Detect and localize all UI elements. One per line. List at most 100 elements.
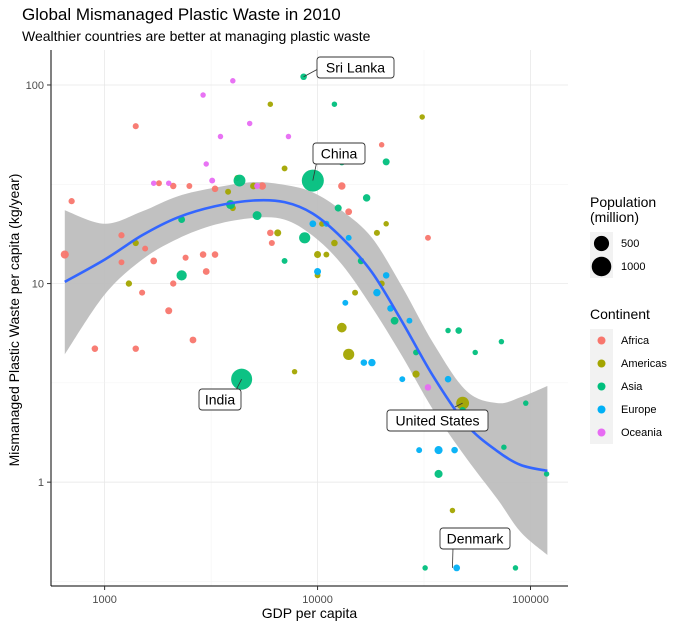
annotation-label-box <box>312 142 366 165</box>
data-point-africa <box>118 232 125 239</box>
data-point-europe <box>416 447 423 454</box>
data-point-americas <box>267 101 274 107</box>
annotation-label-box <box>386 409 489 432</box>
annotation-label-box <box>316 56 395 79</box>
data-point-europe <box>368 358 376 367</box>
data-point-africa <box>132 123 139 130</box>
annotation-label: China <box>321 146 358 162</box>
data-point-africa <box>338 182 346 190</box>
data-point-americas <box>291 368 298 375</box>
data-point-americas <box>125 280 133 287</box>
annotation-label: United States <box>395 413 479 429</box>
data-point-oceania <box>203 161 209 167</box>
annotation-label: India <box>205 392 236 408</box>
tick-labels: 1000 10000 100000 1 10 100 <box>26 80 549 606</box>
annotation-label: Denmark <box>447 531 505 547</box>
annotation-label-box <box>198 388 242 411</box>
x-tick-label: 10000 <box>302 594 333 606</box>
data-point-asia <box>498 338 505 345</box>
x-tick-label: 100000 <box>512 594 549 606</box>
data-point-americas <box>314 251 322 259</box>
data-point-asia <box>523 400 529 406</box>
data-point-oceania <box>165 180 172 186</box>
color-legend-label: Asia <box>621 381 643 393</box>
size-legend-dot <box>591 256 612 277</box>
data-point-africa <box>345 208 353 216</box>
data-point-africa <box>258 182 266 190</box>
data-point-americas <box>343 348 355 360</box>
smooth-trend-line <box>64 198 548 473</box>
color-legend-swatch-asia <box>597 382 606 391</box>
data-point-oceania <box>424 384 432 391</box>
data-point-europe <box>406 317 413 324</box>
data-point-europe <box>345 234 352 241</box>
data-point-africa <box>267 229 274 237</box>
data-point-asia <box>422 565 428 571</box>
data-point-asia <box>455 327 462 334</box>
annotation-label: Sri Lanka <box>326 60 385 76</box>
annotation-label-box <box>439 527 511 550</box>
data-point-americas <box>352 289 359 296</box>
data-point-americas <box>383 221 389 227</box>
data-point-europe <box>399 376 406 383</box>
data-points <box>60 73 550 572</box>
smooth-line-layer <box>64 198 548 473</box>
data-point-africa <box>68 198 75 205</box>
data-point-africa <box>378 142 385 148</box>
data-point-americas <box>419 114 425 120</box>
data-point-africa <box>199 251 207 258</box>
data-point-africa <box>170 280 177 287</box>
data-point-americas <box>225 188 232 195</box>
color-legend-label: Europe <box>621 404 656 416</box>
color-legend: Continent Africa Americas Asia Europe Oceani… <box>590 306 667 444</box>
data-point-asia <box>434 469 443 478</box>
data-point-europe <box>342 299 349 306</box>
data-point-africa <box>186 183 193 189</box>
data-point-asia <box>512 565 519 571</box>
data-point-europe <box>309 220 317 228</box>
annotations: Sri Lanka China India United States Denmark <box>198 56 511 568</box>
color-legend-label: Oceania <box>621 427 663 439</box>
data-point-oceania <box>285 133 292 140</box>
color-legend-label: Africa <box>621 335 650 347</box>
data-point-africa <box>211 185 219 193</box>
data-point-europe <box>451 446 458 454</box>
data-point-asia <box>331 101 338 107</box>
data-point-asia <box>299 232 311 244</box>
y-tick-label: 100 <box>26 80 44 92</box>
data-point-africa <box>268 239 275 247</box>
data-point-asia <box>390 316 399 325</box>
data-point-africa <box>142 245 149 252</box>
data-point-africa <box>202 268 210 275</box>
data-point-asia <box>252 211 262 221</box>
data-point-asia <box>501 444 507 450</box>
y-tick-label: 10 <box>32 279 44 291</box>
data-point-europe <box>373 288 381 297</box>
data-point-asia <box>382 158 390 166</box>
annotation-leader-line <box>303 68 319 78</box>
data-point-europe <box>434 446 443 455</box>
data-point-africa <box>60 250 69 259</box>
data-point-asia <box>543 471 550 477</box>
size-legend-label: 500 <box>621 238 639 250</box>
size-legend-dot <box>593 235 610 252</box>
data-point-asia <box>176 270 187 281</box>
size-legend-label: 1000 <box>621 261 645 273</box>
gridlines <box>51 50 568 586</box>
size-legend: Population (million) 500 1000 <box>590 194 656 278</box>
color-legend-swatch-africa <box>597 336 606 345</box>
y-tick-label: 1 <box>38 477 44 489</box>
data-point-europe <box>453 564 461 572</box>
data-point-oceania <box>254 183 261 189</box>
data-point-asia <box>233 174 246 187</box>
size-legend-title-unit: (million) <box>590 209 639 225</box>
annotation-leader-line <box>235 379 242 391</box>
data-point-asia <box>334 204 342 212</box>
color-legend-label: Americas <box>621 358 667 370</box>
data-point-africa <box>139 289 146 296</box>
annotation-leader-line <box>454 402 463 408</box>
data-point-americas <box>323 251 330 258</box>
data-point-europe <box>444 375 452 383</box>
chart-title: Global Mismanaged Plastic Waste in 2010 <box>22 5 341 24</box>
